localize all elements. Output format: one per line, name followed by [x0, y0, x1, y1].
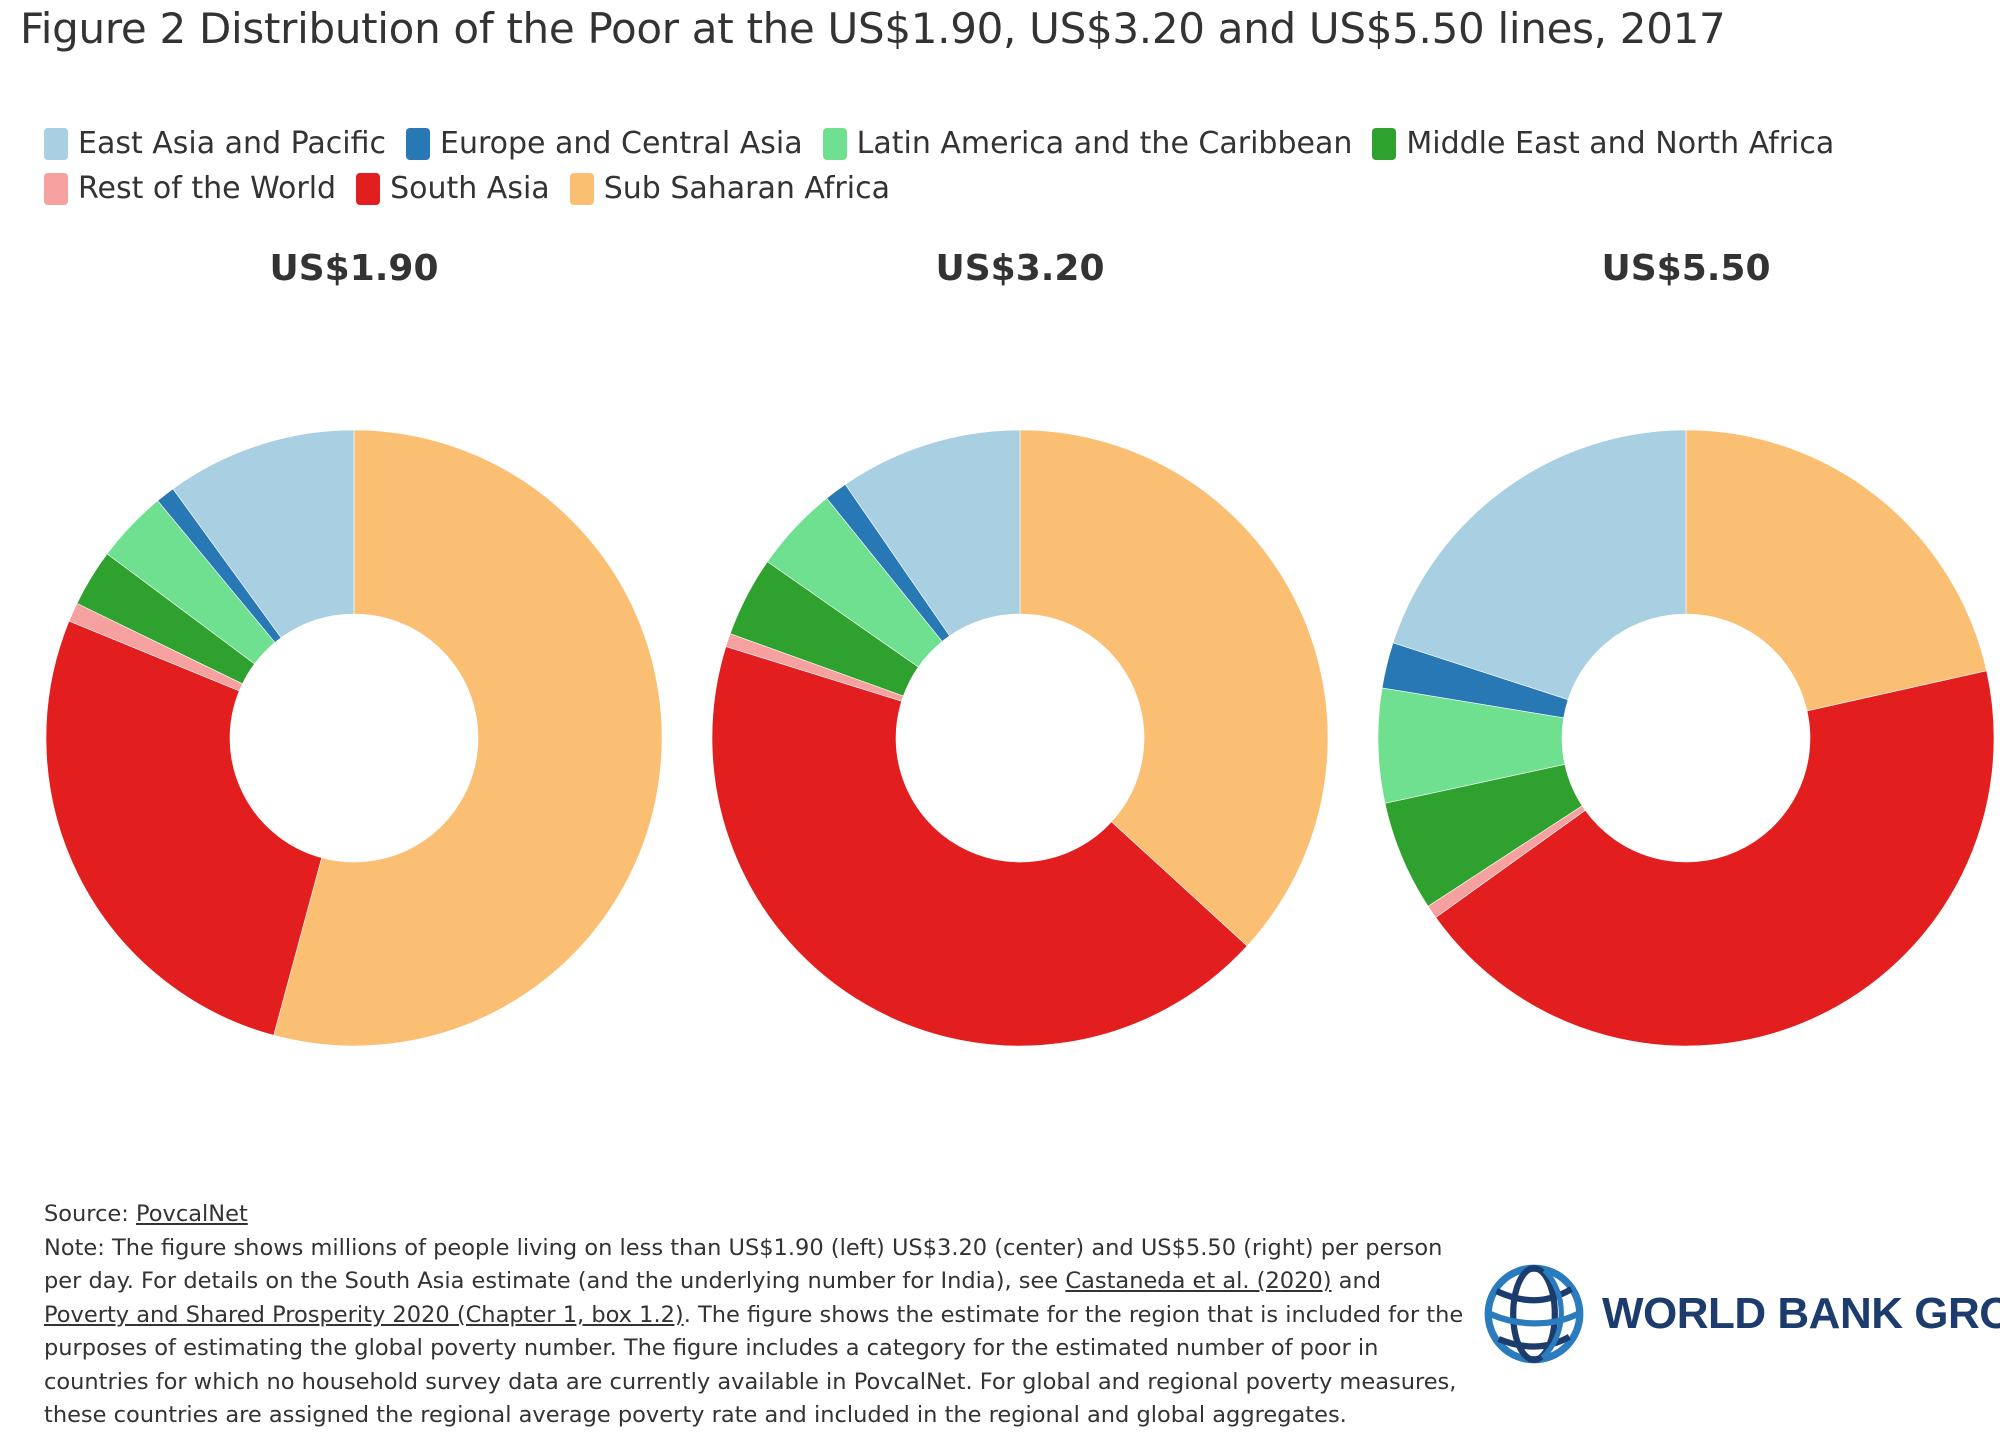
slice-us-5-50-south-asia[interactable]: [1435, 670, 1995, 1047]
legend: East Asia and Pacific Europe and Central…: [44, 126, 1974, 206]
legend-item[interactable]: East Asia and Pacific: [44, 126, 386, 161]
legend-swatch-rest-of-world: [44, 172, 68, 205]
logo-text: WORLD BANK GROUP: [1602, 1289, 2000, 1338]
source-label: Source:: [44, 1201, 137, 1227]
psp-link[interactable]: Poverty and Shared Prosperity 2020 (Chap…: [44, 1301, 684, 1328]
castaneda-link[interactable]: Castaneda et al. (2020): [1065, 1268, 1332, 1294]
figure-title: Figure 2 Distribution of the Poor at the…: [20, 4, 1726, 53]
legend-swatch-ssa: [569, 172, 594, 205]
slice-us-1-90-south-asia[interactable]: [45, 620, 323, 1036]
footer-notes: Source: PovcalNet Note: The figure shows…: [44, 1198, 1464, 1433]
legend-item[interactable]: South Asia: [356, 171, 550, 206]
legend-swatch-mena: [1372, 127, 1397, 160]
legend-label: East Asia and Pacific: [78, 126, 386, 161]
legend-label: Sub Saharan Africa: [603, 171, 890, 206]
legend-swatch-europe: [406, 127, 430, 160]
chart-title-190: US$1.90: [269, 248, 439, 289]
slice-us-3-20-sub-saharan-africa[interactable]: [1019, 429, 1329, 947]
legend-item[interactable]: Middle East and North Africa: [1372, 126, 1834, 161]
legend-swatch-south-asia: [356, 172, 381, 205]
note-and: and: [1331, 1268, 1381, 1294]
slice-us-3-20-south-asia[interactable]: [711, 646, 1248, 1047]
world-bank-logo[interactable]: WORLD BANK GROUP: [1482, 1262, 2000, 1366]
legend-label: Middle East and North Africa: [1406, 126, 1835, 161]
note-part-2: . The figure shows the estimate for the …: [44, 1301, 1464, 1429]
slice-us-5-50-east-asia-and-pacific[interactable]: [1392, 429, 1687, 701]
legend-item[interactable]: Europe and Central Asia: [406, 126, 803, 161]
legend-label: Latin America and the Caribbean: [856, 126, 1353, 161]
legend-item[interactable]: Rest of the World: [44, 171, 336, 206]
chart-title-550: US$5.50: [1601, 248, 1771, 289]
slice-us-3-20-east-asia-and-pacific[interactable]: [844, 429, 1021, 637]
chart-title-320: US$3.20: [935, 248, 1105, 289]
legend-item[interactable]: Sub Saharan Africa: [569, 171, 890, 206]
legend-label: Rest of the World: [78, 171, 337, 206]
note-part-1: Note: The figure shows millions of peopl…: [44, 1234, 1443, 1295]
legend-swatch-east-asia: [44, 127, 68, 160]
legend-item[interactable]: Latin America and the Caribbean: [822, 126, 1353, 161]
source-link[interactable]: PovcalNet: [136, 1201, 248, 1227]
slice-us-1-90-sub-saharan-africa[interactable]: [273, 429, 663, 1047]
source-line: Source: PovcalNet: [44, 1198, 1464, 1232]
globe-icon: [1484, 1264, 1584, 1364]
legend-label: Europe and Central Asia: [440, 126, 803, 161]
donut-charts: [45, 429, 1995, 1047]
legend-label: South Asia: [390, 171, 550, 206]
note-text: Note: The figure shows millions of peopl…: [44, 1232, 1464, 1433]
legend-swatch-latin-america: [822, 127, 847, 160]
slice-us-1-90-east-asia-and-pacific[interactable]: [172, 429, 355, 639]
slice-us-5-50-sub-saharan-africa[interactable]: [1685, 429, 1987, 712]
